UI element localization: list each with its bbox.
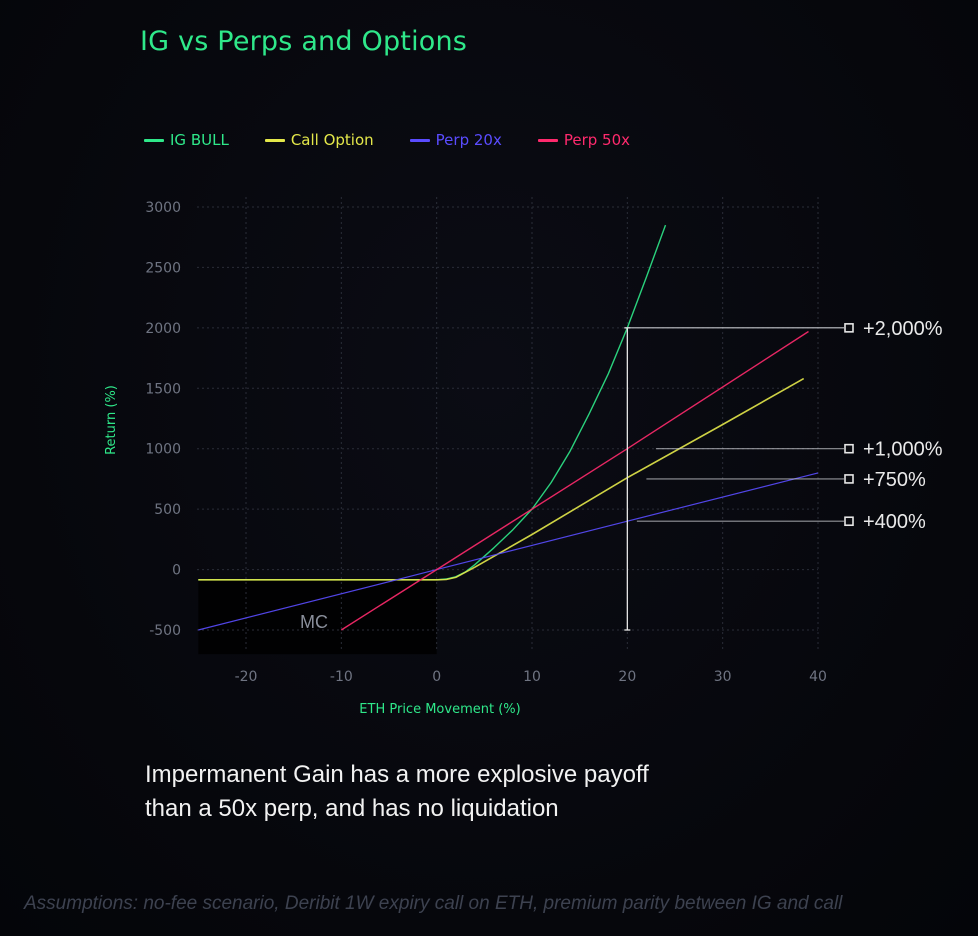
chart-legend: IG BULL Call Option Perp 20x Perp 50x <box>144 131 666 149</box>
series-line-ig-bull <box>198 224 667 581</box>
legend-label-perp-20x: Perp 20x <box>435 131 502 149</box>
legend-swatch-call-option <box>264 138 285 142</box>
callout-label: +1,000% <box>863 439 943 461</box>
x-tick-label: 20 <box>618 669 636 685</box>
y-tick-label: 500 <box>154 502 181 518</box>
callout-400: +400% <box>636 511 926 533</box>
chart-caption: Impermanent Gain has a more explosive pa… <box>145 758 649 826</box>
legend-swatch-perp-20x <box>409 138 430 142</box>
x-tick-label: -10 <box>330 669 353 685</box>
y-axis-label: Return (%) <box>104 385 119 455</box>
x-tick-label: 30 <box>714 669 732 685</box>
y-tick-label: 2000 <box>145 321 181 337</box>
callout-label: +400% <box>863 511 926 533</box>
mc-label: MC <box>300 612 328 632</box>
callout-1000: +1,000% <box>655 439 943 461</box>
y-tick-label: 3000 <box>145 200 181 216</box>
x-tick-label: 0 <box>432 669 441 685</box>
legend-item-ig-bull: IG BULL <box>144 131 229 149</box>
caption-line-2: than a 50x perp, and has no liquidation <box>145 795 559 822</box>
series-line-call-option <box>198 377 805 581</box>
caption-line-1: Impermanent Gain has a more explosive pa… <box>145 761 649 788</box>
x-tick-label: 10 <box>523 669 541 685</box>
legend-item-perp-50x: Perp 50x <box>537 131 630 149</box>
y-tick-label: 1000 <box>145 442 181 458</box>
legend-swatch-ig-bull <box>144 138 164 142</box>
legend-label-ig-bull: IG BULL <box>170 131 229 149</box>
callout-marker <box>844 443 854 454</box>
legend-item-call-option: Call Option <box>264 131 374 149</box>
callout-2000: +2,000% <box>627 318 943 340</box>
mc-region <box>198 579 437 655</box>
x-tick-label: 40 <box>809 669 827 685</box>
callout-marker <box>844 323 854 333</box>
legend-label-perp-50x: Perp 50x <box>563 131 630 149</box>
y-tick-label: 0 <box>172 563 181 579</box>
legend-label-call-option: Call Option <box>290 131 374 149</box>
legend-swatch-perp-50x <box>537 138 558 142</box>
y-tick-label: 2500 <box>145 260 181 276</box>
callout-label: +2,000% <box>863 318 943 340</box>
callout-750: +750% <box>646 469 926 491</box>
y-tick-label: 1500 <box>145 381 181 397</box>
assumptions-footnote: Assumptions: no-fee scenario, Deribit 1W… <box>24 893 843 914</box>
callout-label: +750% <box>863 469 926 491</box>
legend-item-perp-20x: Perp 20x <box>409 131 502 149</box>
x-axis-label: ETH Price Movement (%) <box>359 702 520 717</box>
x-tick-label: -20 <box>235 669 258 685</box>
y-tick-label: -500 <box>149 623 181 639</box>
callout-marker <box>844 474 854 484</box>
page-title: IG vs Perps and Options <box>140 26 468 57</box>
callout-marker <box>844 516 854 527</box>
series-line-perp-20x <box>198 472 819 631</box>
series-line-perp-50x <box>340 330 809 631</box>
